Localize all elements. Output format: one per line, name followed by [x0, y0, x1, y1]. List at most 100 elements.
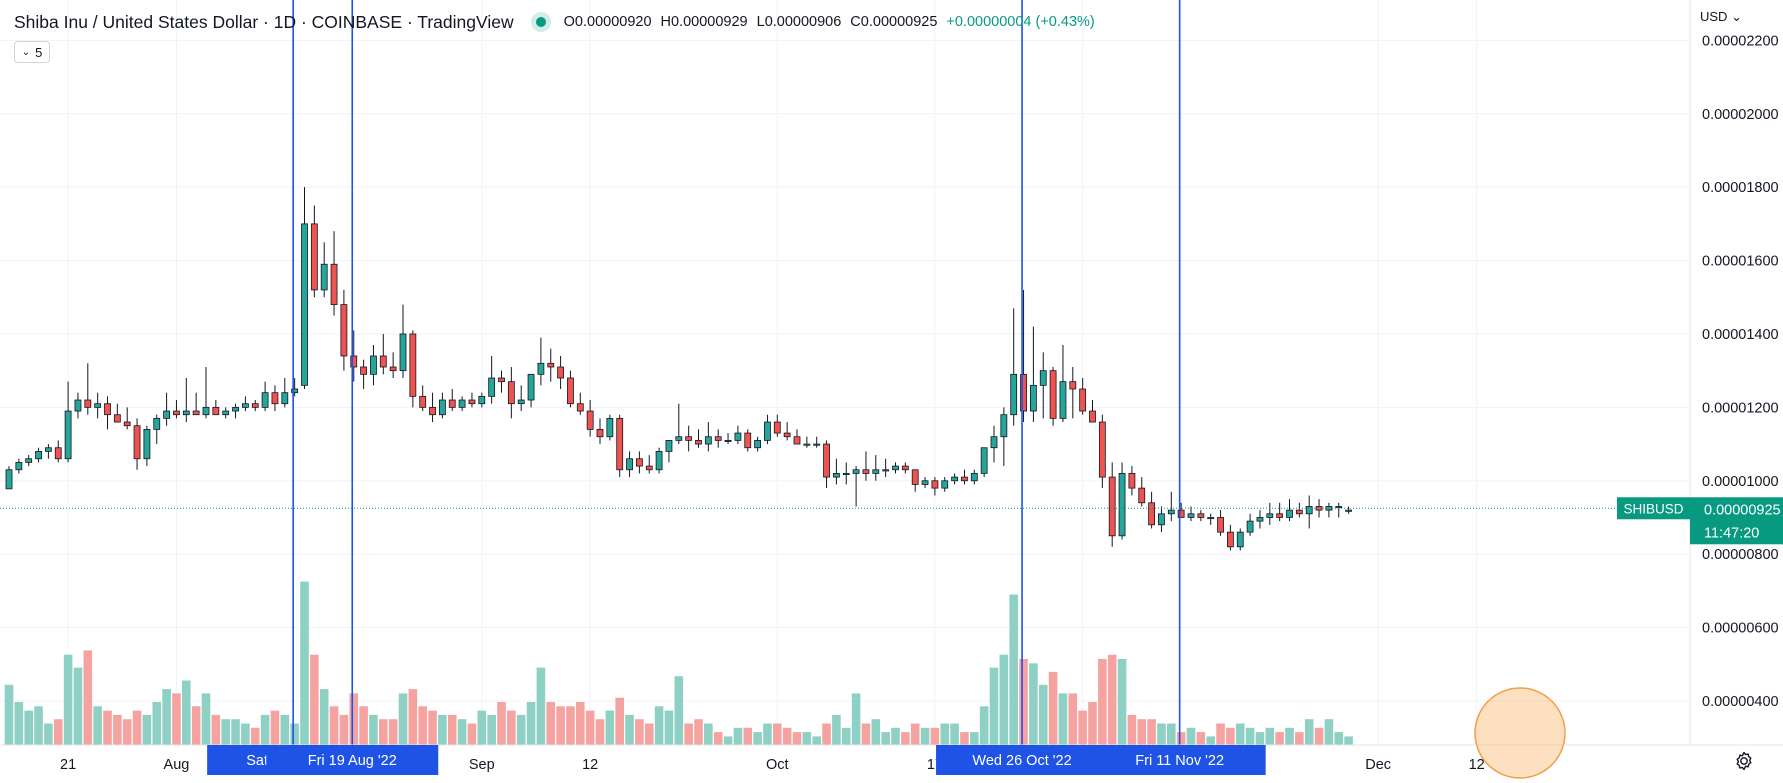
candle-body — [695, 439, 702, 445]
volume-bar — [1245, 727, 1255, 745]
volume-bar — [1019, 659, 1028, 745]
volume-bar — [487, 714, 496, 745]
volume-bar — [211, 714, 221, 745]
volume-bar — [250, 727, 260, 745]
volume-bar — [615, 697, 624, 745]
volume-bar — [1157, 723, 1166, 745]
ohlc-high: H0.00000929 — [661, 14, 748, 30]
candle-body — [1148, 502, 1155, 526]
volume-bar — [388, 719, 398, 745]
volume-bar — [1265, 727, 1275, 745]
date-marker-label-bg — [936, 745, 1109, 775]
candle-body — [1256, 517, 1264, 522]
date-marker-label: Fri 19 Aug '22 — [266, 745, 439, 775]
candle-body — [1305, 506, 1313, 515]
candle-body — [192, 410, 200, 416]
volume-bar — [654, 706, 664, 745]
candle-body — [586, 410, 594, 430]
candle-body — [104, 403, 111, 416]
volume-bar — [221, 719, 230, 745]
price-axis[interactable]: 0.00000400 0.00000600 0.00000800 0.00001000… — [1689, 0, 1779, 745]
indicators-count: 5 — [35, 44, 43, 60]
date-marker-label-bg — [266, 745, 439, 775]
volume-bar — [684, 723, 693, 745]
date-marker-label-text: Fri 11 Nov '22 — [1135, 753, 1224, 769]
candle-body — [153, 417, 161, 430]
volume-bar — [1167, 723, 1176, 745]
candle-body — [823, 443, 830, 478]
candle-body — [5, 469, 13, 490]
candle-body — [1187, 513, 1195, 518]
volume-bar — [674, 676, 684, 745]
volume-bar — [1255, 732, 1265, 745]
volume-bar — [940, 723, 950, 745]
candle-body — [773, 421, 781, 434]
volume-bar — [1344, 736, 1353, 745]
indicators-toggle-button[interactable]: ⌄ 5 — [14, 41, 50, 63]
price-tick-label: 0.00000800 — [1702, 547, 1779, 563]
volume-bar — [546, 702, 556, 745]
candle-body — [498, 377, 505, 383]
volume-bar — [1078, 710, 1087, 745]
candle-body — [182, 410, 190, 416]
candle-body — [74, 399, 82, 412]
candle-body — [438, 399, 446, 416]
volume-bar — [1196, 732, 1206, 745]
candle-body — [25, 458, 33, 463]
volume-bar — [871, 719, 881, 745]
volume-bar — [782, 727, 792, 745]
ohlc-high-value: 0.00000929 — [671, 14, 748, 30]
volume-bar — [851, 693, 861, 745]
candle-body — [813, 443, 821, 446]
candle-body — [1118, 473, 1126, 537]
candle-body — [1108, 476, 1116, 537]
candle-body — [901, 465, 909, 471]
volume-bar — [53, 719, 63, 745]
time-tick-label: 21 — [60, 757, 76, 773]
candle-body — [734, 432, 742, 441]
price-tick-label: 0.00001200 — [1702, 400, 1779, 416]
candle-body — [94, 403, 102, 408]
candle-body — [222, 410, 230, 416]
candle-body — [15, 462, 23, 471]
candle-body — [1020, 373, 1027, 412]
volume-bar — [103, 710, 112, 745]
candle-body — [921, 480, 929, 485]
ohlc-low-value: 0.00000906 — [764, 14, 842, 30]
candle-body — [941, 480, 949, 489]
ohlc-open-value: 0.00000920 — [574, 14, 652, 30]
volume-bar — [773, 723, 782, 745]
volume-bar — [1216, 723, 1225, 745]
volume-bar — [260, 714, 270, 745]
volume-bar — [1304, 719, 1314, 745]
currency-selector[interactable]: USD ⌄ — [1700, 9, 1742, 25]
volume-bar — [93, 706, 102, 745]
gear-icon[interactable] — [1732, 749, 1756, 773]
volume-bar — [920, 727, 930, 745]
date-marker-label-bg — [1093, 745, 1266, 775]
ohlc-open: O0.00000920 — [564, 14, 652, 30]
candle-body — [468, 399, 476, 405]
ohlc-close-value: 0.00000925 — [860, 14, 938, 30]
volume-bar — [1048, 671, 1058, 745]
symbol-title[interactable]: Shiba Inu / United States Dollar · 1D · … — [14, 11, 514, 32]
volume-bar — [507, 710, 516, 745]
price-tick-label: 0.00001000 — [1702, 474, 1779, 490]
candle-body — [340, 304, 348, 357]
candle-body — [961, 476, 968, 482]
candle-body — [1079, 388, 1087, 412]
candle-body — [852, 469, 860, 474]
candle-body — [202, 406, 210, 416]
volume-bar — [999, 654, 1009, 745]
ohlc-close: C0.00000925 — [850, 14, 937, 30]
volume-bar — [172, 693, 181, 745]
candle-body — [842, 473, 850, 476]
candle-body — [143, 428, 151, 460]
volume-bar — [447, 714, 457, 745]
candle-body — [64, 410, 72, 460]
candle-body — [448, 399, 456, 408]
candle-body — [1138, 487, 1146, 504]
volume-bar — [1334, 732, 1344, 745]
volume-bar — [1098, 659, 1107, 745]
